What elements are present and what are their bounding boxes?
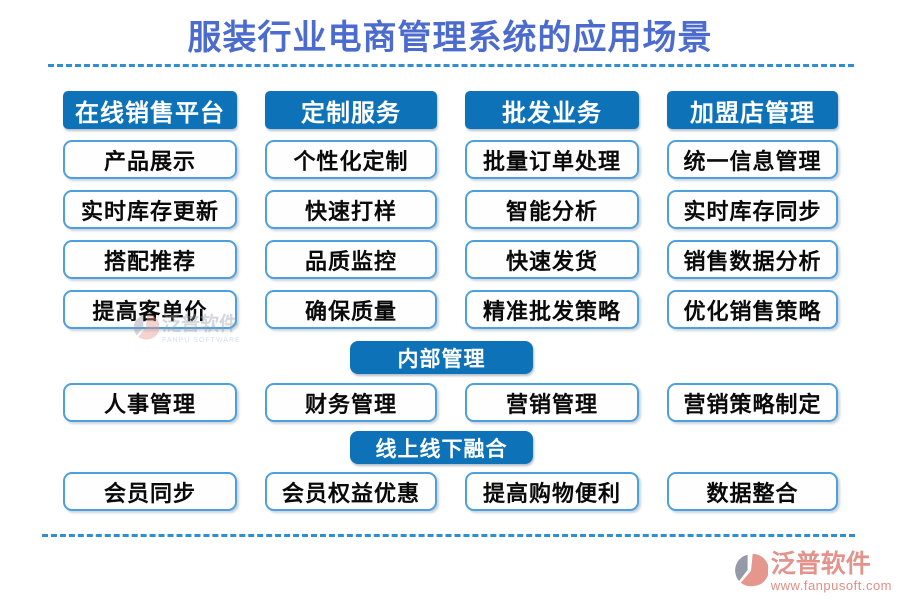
scenario-item: 实时库存同步 [667, 190, 838, 229]
scenario-item: 品质监控 [265, 240, 437, 279]
fanpu-logo-icon [734, 553, 769, 592]
scenario-item: 数据整合 [667, 472, 838, 511]
scenario-item: 产品展示 [63, 140, 237, 179]
scenario-item: 财务管理 [265, 383, 437, 422]
scenario-item: 确保质量 [265, 290, 437, 329]
scenario-item: 统一信息管理 [667, 140, 838, 179]
scenario-item: 会员权益优惠 [265, 472, 437, 511]
scenario-item: 会员同步 [63, 472, 237, 511]
column-header-franchise: 加盟店管理 [667, 91, 838, 129]
column-header-wholesale: 批发业务 [465, 91, 639, 129]
bottom-dashed-divider [42, 534, 855, 537]
watermark-subtitle: FANPU SOFTWARE [162, 337, 241, 344]
watermark: 泛普软件 FANPU SOFTWARE [133, 314, 241, 345]
logo-text: 泛普软件 [770, 551, 871, 578]
column-header-custom-service: 定制服务 [265, 91, 437, 129]
scenario-item: 快速发货 [465, 240, 639, 279]
scenario-item: 实时库存更新 [63, 190, 237, 229]
section-header-internal-management: 内部管理 [350, 341, 533, 374]
scenario-item: 快速打样 [265, 190, 437, 229]
internal-management-row: 人事管理 财务管理 营销管理 营销策略制定 [63, 383, 838, 422]
scenario-item: 智能分析 [465, 190, 639, 229]
scenario-item: 提高客单价 [63, 290, 237, 329]
logo-url: www.fanpusoft.com [770, 578, 892, 593]
scenario-item: 搭配推荐 [63, 240, 237, 279]
section-header-online-offline-fusion: 线上线下融合 [350, 431, 533, 464]
scenario-item: 人事管理 [63, 383, 237, 422]
scenario-item: 提高购物便利 [465, 472, 639, 511]
fanpu-logo: 泛普软件 www.fanpusoft.com [734, 552, 892, 592]
watermark-text: 泛普软件 [162, 314, 239, 335]
scenario-item: 营销管理 [465, 383, 639, 422]
column-header-online-sales: 在线销售平台 [63, 91, 237, 129]
scenario-item: 批量订单处理 [465, 140, 639, 179]
top-dashed-divider [48, 64, 854, 67]
scenario-grid: 在线销售平台 定制服务 批发业务 加盟店管理 产品展示 个性化定制 批量订单处理… [63, 91, 838, 329]
scenario-item: 销售数据分析 [667, 240, 838, 279]
fanpu-logo-icon [133, 314, 160, 345]
scenario-item: 精准批发策略 [465, 290, 639, 329]
page-title: 服装行业电商管理系统的应用场景 [187, 20, 713, 57]
scenario-item: 个性化定制 [265, 140, 437, 179]
scenario-item: 营销策略制定 [667, 383, 838, 422]
online-offline-fusion-row: 会员同步 会员权益优惠 提高购物便利 数据整合 [63, 472, 838, 511]
scenario-item: 优化销售策略 [667, 290, 838, 329]
